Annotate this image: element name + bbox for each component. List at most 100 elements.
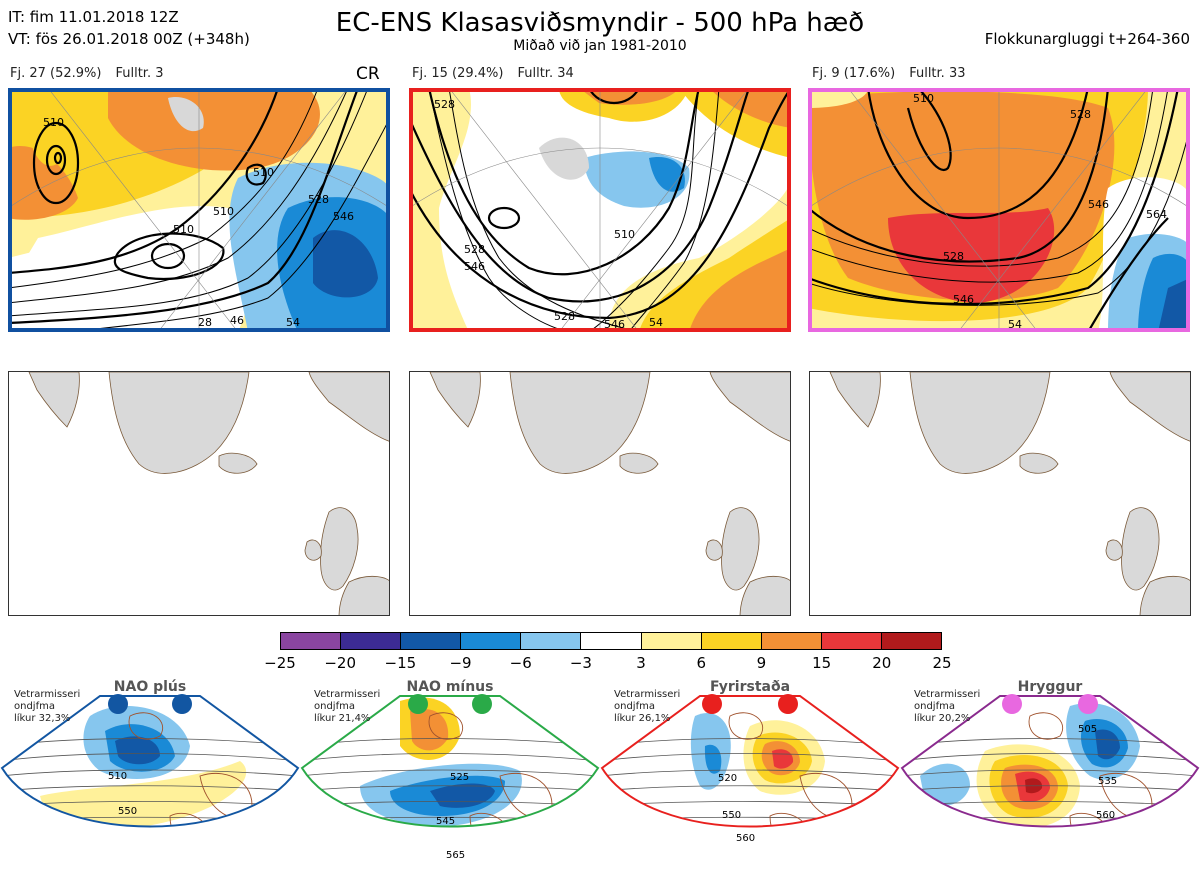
colorbar-ticks: −25 −20 −15 −9 −6 −3 3 6 9 15 20 25 xyxy=(0,654,1200,674)
regime-hryggur: 505 535 560 Hryggur Vetrarmisseri ondjfm… xyxy=(900,676,1200,871)
cluster-2-frame xyxy=(409,88,791,332)
cluster-2-map: 528 510 528 546 528 546 54 xyxy=(409,88,791,332)
regime-contour-label: 560 xyxy=(736,833,755,844)
cluster-3-fj: Fj. 9 (17.6%) xyxy=(812,66,896,81)
cluster-3-frame xyxy=(808,88,1190,332)
colorbar-cell xyxy=(341,633,402,649)
contour-label: 546 xyxy=(604,318,625,331)
regime-contour-label: 560 xyxy=(1096,810,1115,821)
colorbar-cell xyxy=(281,633,342,649)
contour-label: 510 xyxy=(253,166,274,179)
colorbar-cell xyxy=(581,633,642,649)
colorbar-tick-label: 9 xyxy=(756,654,767,672)
regime-2-name: NAO mínus xyxy=(406,679,494,695)
regime-nao-minus: 525 545 565 NAO mínus Vetrarmisseri ondj… xyxy=(300,676,600,871)
colorbar-tick-label: 25 xyxy=(932,654,952,672)
regime-fyrirstada: 520 550 560 Fyrirstaða Vetrarmisseri ond… xyxy=(600,676,900,871)
cluster-3-fulltr: Fulltr. 33 xyxy=(909,66,966,81)
base-map-3 xyxy=(809,371,1191,616)
contour-label: 54 xyxy=(286,316,300,329)
contour-label: 510 xyxy=(173,223,194,236)
regime-3-frame xyxy=(600,695,900,828)
contour-label: 510 xyxy=(213,205,234,218)
regime-contour-label: 550 xyxy=(118,806,137,817)
regime-1-frame xyxy=(0,695,300,828)
regime-4-dot xyxy=(1078,694,1098,714)
regime-contour-label: 565 xyxy=(446,850,465,861)
regime-2-dot xyxy=(472,694,492,714)
cluster-1-tag: CR xyxy=(356,64,380,84)
regime-2-frame xyxy=(300,695,600,828)
regime-4-name: Hryggur xyxy=(1017,679,1083,695)
base-map-2 xyxy=(409,371,791,616)
regime-3-info: Vetrarmisseri ondjfma líkur 26,1% xyxy=(614,689,681,724)
regime-contour-label: 520 xyxy=(718,773,737,784)
contour-label: 28 xyxy=(198,316,212,329)
cluster-2-label: Fj. 15 (29.4%) Fulltr. 34 xyxy=(412,66,588,81)
regime-nao-plus: 510 550 NAO plús Vetrarmisseri ondjfma l… xyxy=(0,676,300,871)
regime-contour-label: 545 xyxy=(436,816,455,827)
colorbar-cell xyxy=(701,633,762,649)
base-map-1 xyxy=(8,371,390,616)
colorbar-tick-label: −3 xyxy=(569,654,592,672)
contour-label: 528 xyxy=(943,250,964,263)
contour-label: 46 xyxy=(230,314,244,327)
contour-label: 564 xyxy=(1146,208,1167,221)
colorbar-tick-label: 3 xyxy=(636,654,646,672)
cluster-1-fulltr: Fulltr. 3 xyxy=(115,66,164,81)
colorbar-cell xyxy=(641,633,702,649)
contour-label: 510 xyxy=(913,92,934,105)
colorbar-tick-label: −9 xyxy=(449,654,472,672)
regime-contour-label: 505 xyxy=(1078,724,1097,735)
colorbar-tick-label: −25 xyxy=(264,654,296,672)
contour-label: 528 xyxy=(554,310,575,323)
contour-label: 528 xyxy=(434,98,455,111)
colorbar xyxy=(280,632,942,650)
colorbar-tick-label: 15 xyxy=(812,654,832,672)
contour-label: 528 xyxy=(464,243,485,256)
cluster-3-label: Fj. 9 (17.6%) Fulltr. 33 xyxy=(812,66,980,81)
cluster-1-frame xyxy=(8,88,390,332)
cluster-1-fj: Fj. 27 (52.9%) xyxy=(10,66,102,81)
cluster-1-label: Fj. 27 (52.9%) Fulltr. 3 xyxy=(10,66,178,81)
header-times: IT: fim 11.01.2018 12Z VT: fös 26.01.201… xyxy=(8,6,250,50)
colorbar-tick-label: −15 xyxy=(384,654,417,672)
contour-label: 54 xyxy=(1008,318,1022,331)
cluster-2-fulltr: Fulltr. 34 xyxy=(517,66,574,81)
regime-4-info: Vetrarmisseri ondjfma líkur 20,2% xyxy=(914,689,981,724)
contour-label: 510 xyxy=(43,116,64,129)
colorbar-tick-label: −20 xyxy=(324,654,356,672)
colorbar-tick-label: 20 xyxy=(872,654,892,672)
regime-contour-label: 535 xyxy=(1098,776,1117,787)
page-title: EC-ENS Klasasviðsmyndir - 500 hPa hæð xyxy=(335,8,865,38)
contour-label: 54 xyxy=(649,316,663,329)
regime-1-dot xyxy=(108,694,128,714)
colorbar-tick-label: 6 xyxy=(696,654,707,672)
initial-time: IT: fim 11.01.2018 12Z xyxy=(8,8,179,26)
classification-window: Flokkunargluggi t+264-360 xyxy=(984,30,1190,48)
contour-label: 546 xyxy=(1088,198,1109,211)
page-subtitle: Miðað við jan 1981-2010 xyxy=(513,38,687,54)
regime-4-dot xyxy=(1002,694,1022,714)
regime-1-info: Vetrarmisseri ondjfma líkur 32,3% xyxy=(14,689,81,724)
contour-label: 528 xyxy=(308,193,329,206)
regime-1-dot xyxy=(172,694,192,714)
contour-label: 528 xyxy=(1070,108,1091,121)
regime-2-dot xyxy=(408,694,428,714)
regime-3-dot xyxy=(702,694,722,714)
contour-label: 546 xyxy=(333,210,354,223)
colorbar-cell xyxy=(761,633,822,649)
colorbar-cell xyxy=(881,633,942,649)
cluster-1-map: 510 510 510 510 528 546 28 46 54 xyxy=(8,88,390,332)
colorbar-cell xyxy=(821,633,882,649)
regime-3-dot xyxy=(778,694,798,714)
regime-contour-label: 550 xyxy=(722,810,741,821)
contour-label: 546 xyxy=(464,260,485,273)
regime-2-info: Vetrarmisseri ondjfma líkur 21,4% xyxy=(314,689,381,724)
regime-4-frame xyxy=(900,695,1200,828)
regime-3-name: Fyrirstaða xyxy=(709,679,791,695)
contour-label: 510 xyxy=(614,228,635,241)
cluster-2-fj: Fj. 15 (29.4%) xyxy=(412,66,504,81)
colorbar-cell xyxy=(401,633,462,649)
cluster-3-map: 510 528 546 528 546 564 54 xyxy=(808,88,1190,332)
